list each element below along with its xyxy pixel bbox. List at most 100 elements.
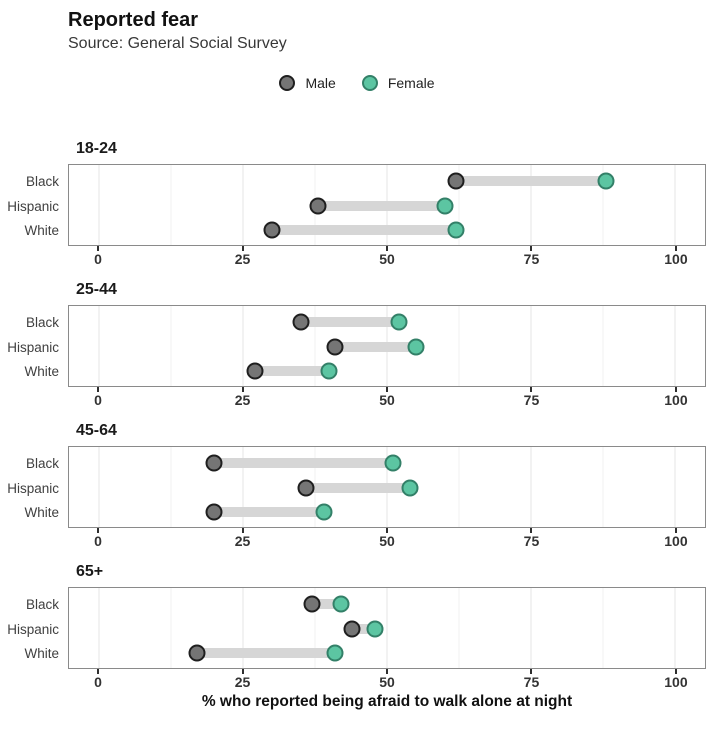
x-axis-tick-label: 75: [523, 251, 540, 267]
age-group-header: 18-24: [76, 140, 117, 157]
female-dot: [436, 197, 454, 215]
x-axis-tick-label: 100: [664, 674, 688, 690]
x-axis-tick-label: 100: [664, 533, 688, 549]
plot-panel: [68, 587, 706, 669]
legend-item-male: Male: [279, 74, 336, 91]
y-axis-label: Black: [25, 455, 59, 471]
plot-panel: [68, 164, 706, 246]
age-group-header: 65+: [76, 563, 104, 580]
x-axis-tick-label: 50: [379, 533, 395, 549]
x-axis-tick: [674, 528, 677, 533]
male-dot: [292, 313, 310, 331]
y-axis-label: Hispanic: [7, 339, 59, 355]
chart-subtitle: Source: General Social Survey: [68, 35, 287, 52]
gridline-major: [242, 306, 244, 386]
gridline-major: [386, 588, 388, 668]
female-dot: [332, 595, 350, 613]
gridline-major: [674, 447, 676, 527]
legend: Male Female: [0, 74, 714, 91]
female-dot: [447, 221, 465, 239]
y-axis-label: Hispanic: [7, 621, 59, 637]
y-axis-label: Black: [25, 173, 59, 189]
x-axis-tick-label: 0: [94, 392, 102, 408]
x-axis-tick-label: 25: [234, 674, 251, 690]
x-axis-tick-label: 50: [379, 674, 395, 690]
age-group-header: 25-44: [76, 281, 117, 298]
female-dot: [326, 644, 344, 662]
dumbbell-bar: [312, 599, 341, 609]
gridline-minor: [458, 588, 460, 668]
dumbbell-bar: [352, 624, 376, 634]
male-dot: [246, 362, 263, 380]
male-dot: [309, 197, 327, 215]
gridline-minor: [314, 588, 316, 668]
gridline-major: [530, 588, 532, 668]
x-axis-tick-label: 25: [234, 533, 251, 549]
y-axis-label: White: [24, 222, 59, 238]
x-axis-tick: [241, 387, 244, 392]
x-axis-tick-label: 75: [523, 533, 540, 549]
dumbbell-bar: [306, 483, 411, 493]
gridline-minor: [170, 447, 172, 527]
gridline-minor: [458, 165, 460, 245]
gridline-minor: [170, 588, 172, 668]
gridline-major: [242, 165, 244, 245]
y-axis-label: White: [24, 363, 59, 379]
panel-wrap: Black Hispanic White: [7, 305, 706, 387]
legend-male-label: Male: [305, 74, 336, 91]
x-axis-title: % who reported being afraid to walk alon…: [201, 693, 573, 710]
male-dot: [205, 454, 223, 472]
female-dot: [401, 479, 419, 497]
dumbbell-bar: [254, 366, 330, 376]
gridline-major: [674, 588, 676, 668]
female-dot: [320, 362, 338, 380]
gridline-major: [530, 306, 532, 386]
x-axis-tick: [97, 669, 100, 674]
age-group-section: 65+ Black Hispanic White 0 25 50 75 100: [0, 562, 714, 690]
plot-panel: [68, 305, 706, 387]
dumbbell-bar: [300, 317, 399, 327]
chart-title: Reported fear: [68, 9, 199, 31]
gridline-major: [98, 165, 100, 245]
x-axis-tick-label: 50: [379, 392, 395, 408]
gridline-minor: [602, 306, 604, 386]
gridline-minor: [602, 447, 604, 527]
x-axis-tick: [241, 246, 244, 251]
x-axis-tick: [530, 387, 533, 392]
x-axis-tick-label: 25: [234, 251, 251, 267]
gridline-major: [98, 447, 100, 527]
x-axis: 0 25 50 75 100: [68, 528, 706, 549]
x-axis: 0 25 50 75 100: [68, 246, 706, 267]
x-axis-tick-label: 0: [94, 251, 102, 267]
gridline-minor: [170, 306, 172, 386]
x-axis-tick-label: 75: [523, 674, 540, 690]
y-axis-label: Hispanic: [7, 198, 59, 214]
panel-wrap: Black Hispanic White: [7, 164, 706, 246]
y-axis-label: Hispanic: [7, 480, 59, 496]
gridline-minor: [602, 588, 604, 668]
x-axis-tick-label: 75: [523, 392, 540, 408]
dumbbell-bar: [317, 201, 445, 211]
legend-item-female: Female: [361, 74, 435, 91]
gridline-minor: [170, 165, 172, 245]
x-axis-tick: [97, 387, 100, 392]
dumbbell-bar: [456, 176, 606, 186]
gridline-major: [674, 165, 676, 245]
male-dot: [297, 479, 315, 497]
age-group-section: 45-64 Black Hispanic White 0 25 50 75 100: [0, 421, 714, 549]
male-dot: [326, 338, 344, 356]
x-axis-tick: [674, 387, 677, 392]
gridline-minor: [602, 165, 604, 245]
age-group-header: 45-64: [76, 422, 117, 439]
gridline-minor: [314, 306, 316, 386]
male-dot: [303, 595, 321, 613]
gridline-major: [530, 447, 532, 527]
female-dot: [315, 503, 333, 521]
y-axis-label: Black: [25, 596, 59, 612]
dumbbell-bar: [271, 225, 457, 235]
x-axis-tick: [674, 669, 677, 674]
gridline-major: [242, 447, 244, 527]
panel-wrap: Black Hispanic White: [7, 587, 706, 669]
gridline-major: [98, 588, 100, 668]
